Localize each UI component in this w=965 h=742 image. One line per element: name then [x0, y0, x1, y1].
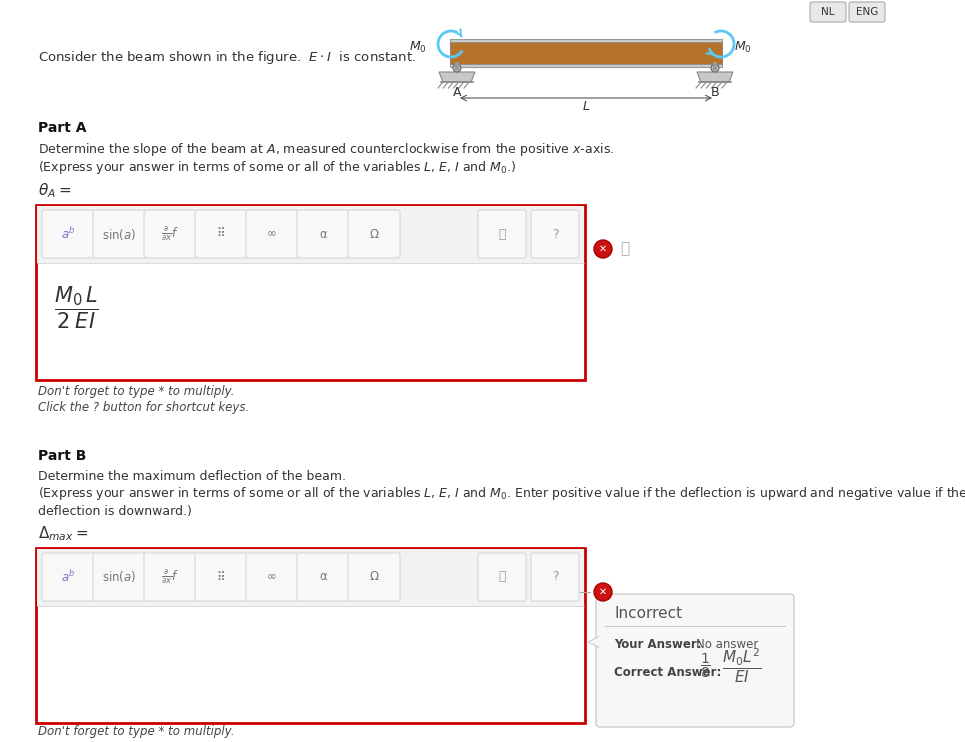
Text: $L$: $L$	[582, 100, 591, 113]
Text: Determine the maximum deflection of the beam.: Determine the maximum deflection of the …	[38, 470, 346, 482]
Text: (Express your answer in terms of some or all of the variables $L$, $E$, $I$ and : (Express your answer in terms of some or…	[38, 485, 965, 502]
Text: $\dfrac{M_0 L^2}{EI}$: $\dfrac{M_0 L^2}{EI}$	[722, 647, 761, 685]
FancyBboxPatch shape	[246, 210, 298, 258]
Text: $a^b$: $a^b$	[61, 226, 75, 242]
FancyBboxPatch shape	[450, 42, 722, 64]
Text: $\dfrac{M_0\,L}{2\;EI}$: $\dfrac{M_0\,L}{2\;EI}$	[54, 285, 99, 331]
Text: Don't forget to type * to multiply.: Don't forget to type * to multiply.	[38, 384, 234, 398]
Text: 🗑: 🗑	[498, 571, 506, 583]
Text: deflection is downward.): deflection is downward.)	[38, 505, 192, 517]
Text: Consider the beam shown in the figure.  $E \cdot I$  is constant.: Consider the beam shown in the figure. $…	[38, 48, 416, 65]
FancyBboxPatch shape	[478, 210, 526, 258]
FancyBboxPatch shape	[531, 210, 579, 258]
FancyBboxPatch shape	[93, 553, 145, 601]
Text: ⠿: ⠿	[217, 228, 225, 240]
FancyBboxPatch shape	[42, 553, 94, 601]
FancyBboxPatch shape	[348, 553, 400, 601]
Text: Ω: Ω	[370, 228, 378, 240]
Circle shape	[594, 240, 612, 258]
FancyBboxPatch shape	[144, 553, 196, 601]
FancyBboxPatch shape	[297, 553, 349, 601]
Text: α: α	[319, 571, 327, 583]
FancyBboxPatch shape	[195, 553, 247, 601]
Text: ✕: ✕	[599, 244, 607, 254]
FancyBboxPatch shape	[603, 601, 793, 726]
Text: Determine the slope of the beam at $A$, measured counterclockwise from the posit: Determine the slope of the beam at $A$, …	[38, 142, 614, 159]
Polygon shape	[439, 72, 475, 82]
FancyBboxPatch shape	[36, 548, 585, 723]
FancyBboxPatch shape	[348, 210, 400, 258]
Text: ?: ?	[552, 228, 559, 240]
Text: Correct Answer:: Correct Answer:	[614, 666, 722, 678]
Text: ∞: ∞	[267, 228, 277, 240]
Text: (Express your answer in terms of some or all of the variables $L$, $E$, $I$ and : (Express your answer in terms of some or…	[38, 160, 516, 177]
Text: $\sin(a)$: $\sin(a)$	[102, 570, 136, 585]
Text: ⧉: ⧉	[620, 241, 629, 257]
Text: ENG: ENG	[856, 7, 878, 17]
FancyBboxPatch shape	[246, 553, 298, 601]
Text: B: B	[710, 86, 719, 99]
FancyBboxPatch shape	[297, 210, 349, 258]
Text: $\theta_A =$: $\theta_A =$	[38, 182, 71, 200]
Text: ⠿: ⠿	[217, 571, 225, 583]
FancyBboxPatch shape	[37, 549, 584, 606]
FancyBboxPatch shape	[195, 210, 247, 258]
Text: $\frac{\partial}{\partial x}f$: $\frac{\partial}{\partial x}f$	[161, 568, 179, 586]
Text: $a^b$: $a^b$	[61, 569, 75, 585]
Polygon shape	[697, 72, 733, 82]
Text: $\dfrac{1}{8}$: $\dfrac{1}{8}$	[700, 651, 711, 680]
Polygon shape	[588, 636, 600, 648]
Circle shape	[594, 583, 612, 601]
Text: 🗑: 🗑	[498, 228, 506, 240]
Text: ∞: ∞	[267, 571, 277, 583]
Text: $M_0$: $M_0$	[734, 39, 752, 55]
Text: Part B: Part B	[38, 449, 87, 463]
FancyBboxPatch shape	[810, 2, 846, 22]
Text: Click the ? button for shortcut keys.: Click the ? button for shortcut keys.	[38, 401, 249, 415]
Text: NL: NL	[821, 7, 835, 17]
Text: ✕: ✕	[599, 587, 607, 597]
Text: Don't forget to type * to multiply.: Don't forget to type * to multiply.	[38, 726, 234, 738]
FancyBboxPatch shape	[478, 553, 526, 601]
FancyBboxPatch shape	[450, 39, 722, 67]
FancyBboxPatch shape	[37, 206, 584, 263]
Circle shape	[453, 64, 461, 72]
FancyBboxPatch shape	[93, 210, 145, 258]
Circle shape	[711, 64, 719, 72]
Text: A: A	[453, 86, 461, 99]
FancyBboxPatch shape	[42, 210, 94, 258]
Text: $\frac{\partial}{\partial x}f$: $\frac{\partial}{\partial x}f$	[161, 225, 179, 243]
Text: Ω: Ω	[370, 571, 378, 583]
Text: ?: ?	[552, 571, 559, 583]
Text: $M_0$: $M_0$	[409, 39, 427, 55]
Text: α: α	[319, 228, 327, 240]
Text: Your Answer:: Your Answer:	[614, 637, 702, 651]
FancyBboxPatch shape	[596, 594, 794, 727]
Text: No answer: No answer	[696, 637, 758, 651]
Text: $\sin(a)$: $\sin(a)$	[102, 226, 136, 241]
FancyBboxPatch shape	[849, 2, 885, 22]
Text: Part A: Part A	[38, 121, 87, 135]
Text: Incorrect: Incorrect	[614, 606, 682, 622]
FancyBboxPatch shape	[531, 553, 579, 601]
Text: $\Delta_{max} =$: $\Delta_{max} =$	[38, 525, 89, 543]
FancyBboxPatch shape	[36, 205, 585, 380]
FancyBboxPatch shape	[144, 210, 196, 258]
